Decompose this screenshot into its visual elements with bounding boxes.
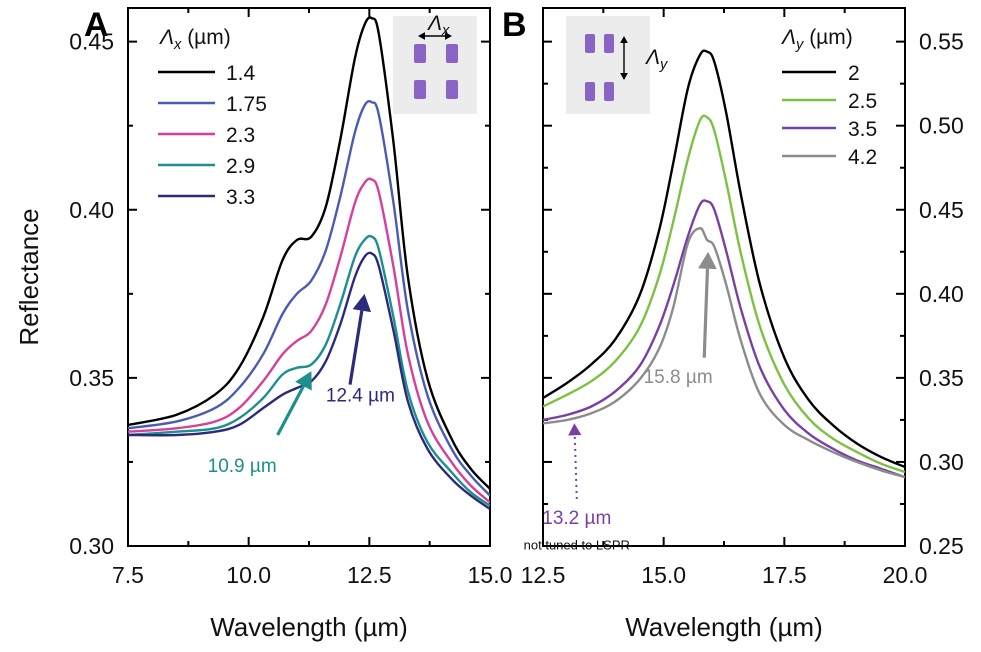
inset-diagram: Λy <box>566 16 669 114</box>
x-tick-label: 12.5 <box>521 562 566 588</box>
legend-label: 3.5 <box>848 118 877 141</box>
x-tick-label: 15.0 <box>641 562 686 588</box>
legend-title: Λx (µm) <box>159 26 231 53</box>
series-group <box>543 49 905 479</box>
annotations: 15.8 µm 13.2 µm not tuned to LSPR <box>524 251 717 552</box>
lattice-arrow-head <box>418 32 425 40</box>
nanorod <box>585 34 595 53</box>
x-axis-title: Wavelength (µm) <box>210 612 408 642</box>
series-line-2 <box>543 49 905 469</box>
x-tick-label: 20.0 <box>883 562 928 588</box>
y-axis-title: Reflectance <box>14 208 44 345</box>
nanorod <box>414 44 426 63</box>
series-line-3.3 <box>128 251 490 510</box>
annotation-label: 10.9 µm <box>208 456 277 477</box>
y-tick-label: 0.25 <box>919 533 964 559</box>
inset-background <box>393 16 477 114</box>
series-line-1.75 <box>128 99 490 497</box>
legend-label: 2 <box>848 62 860 85</box>
annotation-label: 13.2 µm <box>542 508 611 529</box>
legend-label: 3.3 <box>226 186 255 209</box>
x-tick-label: 17.5 <box>762 562 807 588</box>
y-tick-label: 0.35 <box>919 365 964 391</box>
lattice-arrow-head <box>445 32 452 40</box>
nanorod <box>585 82 595 101</box>
x-axis-title: Wavelength (µm) <box>625 612 823 642</box>
panel-letter-b: B <box>502 6 527 44</box>
series-line-3.5 <box>543 199 905 479</box>
panel-letter-a: A <box>84 6 109 44</box>
y-tick-label: 0.45 <box>919 197 964 223</box>
panel-a: A 7.5 10.0 12.5 15.0 0.30 0.35 0.40 0.45 Waveleng… <box>14 6 512 642</box>
nanorod <box>604 82 614 101</box>
annotation-arrow-head <box>698 251 717 270</box>
lattice-arrow-head <box>620 73 628 80</box>
annotation-label: 15.8 µm <box>644 367 713 388</box>
x-tick-label: 10.0 <box>226 562 271 588</box>
y-tick-label: 0.35 <box>69 365 114 391</box>
annotation-arrow-head <box>295 371 312 391</box>
legend-label: 2.9 <box>226 155 255 178</box>
series-line-1.4 <box>128 16 490 490</box>
annotation-arrow <box>348 310 364 385</box>
y-tick-label: 0.30 <box>69 533 114 559</box>
annotation-label: 12.4 µm <box>326 385 395 406</box>
annotation-label: not tuned to LSPR <box>524 537 630 552</box>
x-tick-label: 15.0 <box>468 562 513 588</box>
inset-diagram: Λx <box>393 12 477 114</box>
annotations: 12.4 µm 10.9 µm <box>208 293 395 477</box>
legend-label: 4.2 <box>848 146 877 169</box>
annotation-arrow-head <box>568 423 582 436</box>
legend-label: 1.4 <box>226 62 256 85</box>
series-group <box>128 16 490 510</box>
nanorod <box>414 80 426 99</box>
series-line-2.5 <box>543 114 905 474</box>
legend-label: 2.5 <box>848 90 877 113</box>
panel-b: B 12.5 15.0 17.5 20.0 0.25 0.30 0.35 0.40 0.45 0.5… <box>502 6 964 642</box>
annotation-arrow <box>702 268 710 358</box>
annotation-arrow <box>573 435 578 499</box>
nanorod <box>446 44 458 63</box>
series-line-4.2 <box>543 227 905 479</box>
legend: Λx (µm) 1.4 1.75 2.3 2.9 3.3 <box>158 26 267 209</box>
y-tick-label: 0.45 <box>69 29 114 55</box>
lattice-arrow-head <box>620 36 628 43</box>
nanorod <box>604 34 614 53</box>
annotation-arrow-head <box>352 293 372 313</box>
legend-label: 2.3 <box>226 124 255 147</box>
legend: Λy (µm) 2 2.5 3.5 4.2 <box>781 26 877 169</box>
series-line-2.3 <box>128 177 490 504</box>
legend-title: Λy (µm) <box>781 26 853 53</box>
annotation-arrow <box>276 385 305 436</box>
y-tick-label: 0.50 <box>919 113 964 139</box>
x-tick-label: 12.5 <box>347 562 392 588</box>
y-tick-label: 0.40 <box>919 281 964 307</box>
nanorod <box>446 80 458 99</box>
y-tick-label: 0.40 <box>69 197 114 223</box>
inset-label: Λy <box>645 46 669 73</box>
series-line-2.9 <box>128 234 490 507</box>
y-tick-label: 0.55 <box>919 29 964 55</box>
y-tick-label: 0.30 <box>919 449 964 475</box>
x-tick-label: 7.5 <box>112 562 144 588</box>
legend-label: 1.75 <box>226 93 267 116</box>
inset-label: Λx <box>427 12 450 39</box>
